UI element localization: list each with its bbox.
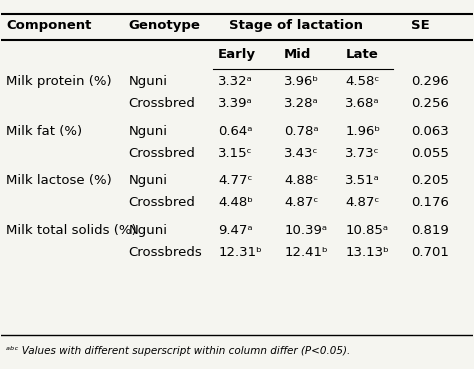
Text: 12.31ᵇ: 12.31ᵇ	[218, 246, 262, 259]
Text: 0.819: 0.819	[411, 224, 449, 237]
Text: 0.78ᵃ: 0.78ᵃ	[284, 125, 319, 138]
Text: 0.205: 0.205	[411, 174, 449, 187]
Text: 10.85ᵃ: 10.85ᵃ	[346, 224, 389, 237]
Text: 3.73ᶜ: 3.73ᶜ	[346, 147, 380, 160]
Text: 3.15ᶜ: 3.15ᶜ	[218, 147, 253, 160]
Text: 3.28ᵃ: 3.28ᵃ	[284, 97, 319, 110]
Text: SE: SE	[411, 19, 430, 32]
Text: Milk protein (%): Milk protein (%)	[6, 75, 112, 89]
Text: Crossbred: Crossbred	[128, 147, 195, 160]
Text: 3.39ᵃ: 3.39ᵃ	[218, 97, 253, 110]
Text: 4.77ᶜ: 4.77ᶜ	[218, 174, 253, 187]
Text: 9.47ᵃ: 9.47ᵃ	[218, 224, 253, 237]
Text: 0.063: 0.063	[411, 125, 449, 138]
Text: 3.96ᵇ: 3.96ᵇ	[284, 75, 319, 89]
Text: Nguni: Nguni	[128, 125, 168, 138]
Text: 0.701: 0.701	[411, 246, 449, 259]
Text: Nguni: Nguni	[128, 174, 168, 187]
Text: 3.32ᵃ: 3.32ᵃ	[218, 75, 253, 89]
Text: 4.87ᶜ: 4.87ᶜ	[346, 196, 380, 209]
Text: 0.055: 0.055	[411, 147, 449, 160]
Text: 4.48ᵇ: 4.48ᵇ	[218, 196, 253, 209]
Text: Component: Component	[6, 19, 91, 32]
Text: Crossbred: Crossbred	[128, 97, 195, 110]
Text: Mid: Mid	[284, 48, 311, 61]
Text: ᵃᵇᶜ Values with different superscript within column differ (P<0.05).: ᵃᵇᶜ Values with different superscript wi…	[6, 346, 350, 356]
Text: 0.64ᵃ: 0.64ᵃ	[218, 125, 253, 138]
Text: 0.296: 0.296	[411, 75, 449, 89]
Text: 3.43ᶜ: 3.43ᶜ	[284, 147, 319, 160]
Text: 4.88ᶜ: 4.88ᶜ	[284, 174, 319, 187]
Text: Milk lactose (%): Milk lactose (%)	[6, 174, 112, 187]
Text: Milk fat (%): Milk fat (%)	[6, 125, 82, 138]
Text: 10.39ᵃ: 10.39ᵃ	[284, 224, 327, 237]
Text: Early: Early	[218, 48, 256, 61]
Text: 3.51ᵃ: 3.51ᵃ	[346, 174, 380, 187]
Text: 3.68ᵃ: 3.68ᵃ	[346, 97, 380, 110]
Text: Crossbred: Crossbred	[128, 196, 195, 209]
Text: 4.58ᶜ: 4.58ᶜ	[346, 75, 380, 89]
Text: Crossbreds: Crossbreds	[128, 246, 202, 259]
Text: 12.41ᵇ: 12.41ᵇ	[284, 246, 328, 259]
Text: Stage of lactation: Stage of lactation	[229, 19, 363, 32]
Text: 1.96ᵇ: 1.96ᵇ	[346, 125, 381, 138]
Text: 13.13ᵇ: 13.13ᵇ	[346, 246, 389, 259]
Text: Nguni: Nguni	[128, 75, 168, 89]
Text: 4.87ᶜ: 4.87ᶜ	[284, 196, 319, 209]
Text: Genotype: Genotype	[128, 19, 201, 32]
Text: 0.176: 0.176	[411, 196, 449, 209]
Text: Nguni: Nguni	[128, 224, 168, 237]
Text: Late: Late	[346, 48, 378, 61]
Text: 0.256: 0.256	[411, 97, 449, 110]
Text: Milk total solids (%): Milk total solids (%)	[6, 224, 137, 237]
